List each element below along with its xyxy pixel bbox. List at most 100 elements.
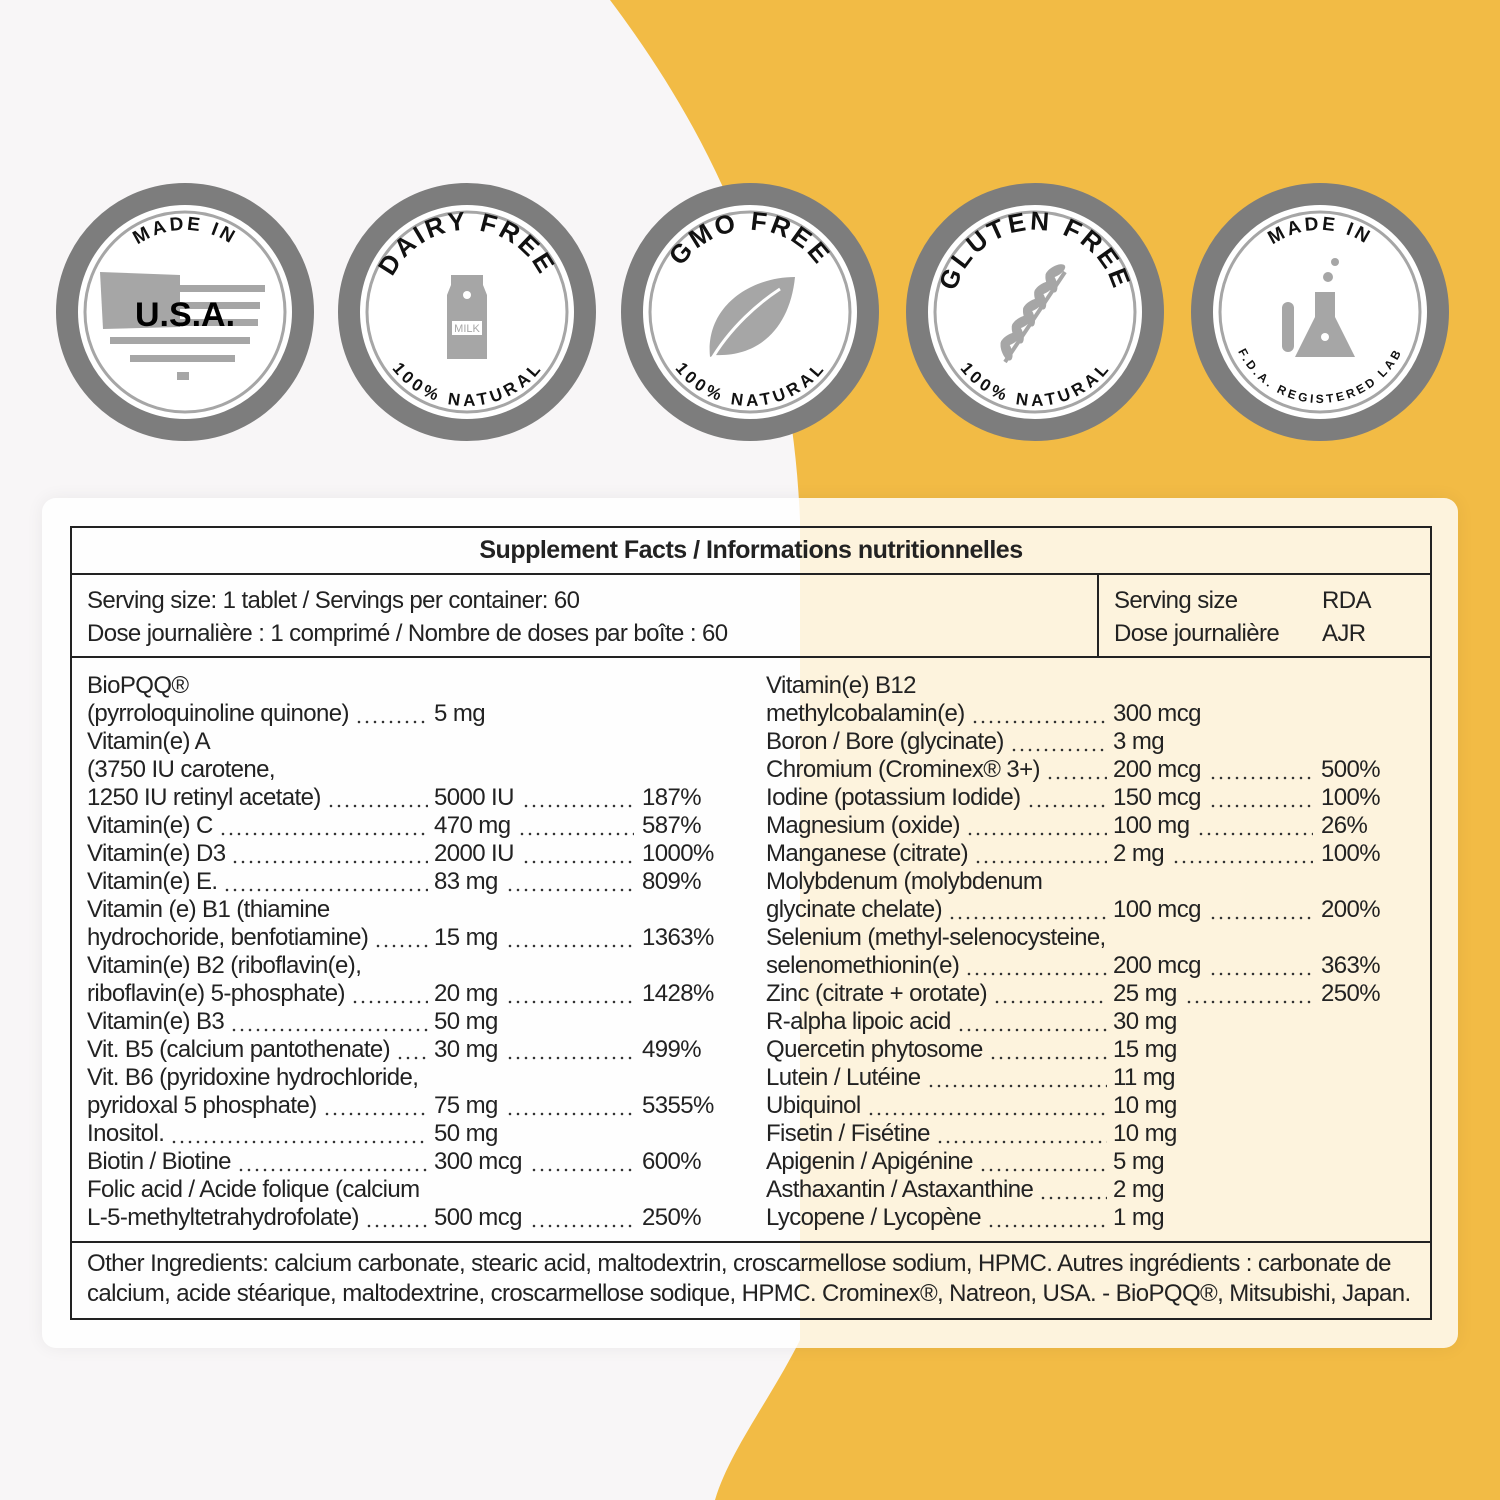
ingredient-row: Vit. B5 (calcium pantothenate) 30 mg 499%	[87, 1036, 751, 1064]
other-ingredients-line: Other Ingredients: calcium carbonate, st…	[87, 1250, 1391, 1277]
rda-percent: 1363%	[642, 924, 714, 951]
badge-wheat: GLUTEN FREE 100% NATURAL	[906, 183, 1164, 441]
col-rda-fr: AJR	[1322, 620, 1366, 647]
ingredient-name: Asthaxantin / Astaxanthine	[766, 1176, 1034, 1203]
dot-leader	[351, 980, 428, 1008]
ingredient-name: Magnesium (oxide)	[766, 812, 960, 839]
ingredient-amount: 300 mcg	[1113, 700, 1201, 727]
ingredient-row: Iodine (potassium Iodide) 150 mcg 100%	[766, 784, 1430, 812]
ingredient-name: hydrochoride, benfotiamine)	[87, 924, 369, 951]
dot-leader	[1039, 1176, 1107, 1204]
other-ingredients: Other Ingredients: calcium carbonate, st…	[72, 1243, 1430, 1309]
ingredient-amount: 2000 IU	[434, 840, 514, 867]
ingredient-row: hydrochoride, benfotiamine) 15 mg 1363%	[87, 924, 751, 952]
dot-leader	[522, 840, 634, 868]
dot-leader	[530, 1204, 634, 1232]
ingredient-amount: 2 mg	[1113, 1176, 1165, 1203]
ingredient-row: Quercetin phytosome 15 mg	[766, 1036, 1430, 1064]
dot-leader	[223, 868, 428, 896]
dot-leader	[1046, 756, 1107, 784]
ingredient-name: Molybdenum (molybdenum	[766, 868, 1043, 895]
dot-leader	[530, 1148, 634, 1176]
ingredient-name: Vitamin(e) B2 (riboflavin(e),	[87, 952, 362, 979]
ingredient-row: L-5-methyltetrahydrofolate) 500 mcg 250%	[87, 1204, 751, 1232]
dot-leader	[1209, 952, 1313, 980]
leaf-icon	[708, 277, 795, 363]
dot-leader	[1172, 840, 1313, 868]
rda-percent: 200%	[1321, 896, 1381, 923]
ingredients-right-column: Vitamin(e) B12 methylcobalamin(e) 300 mcg B…	[751, 672, 1430, 1241]
dot-leader	[230, 1008, 428, 1036]
dot-leader	[1010, 728, 1107, 756]
ingredient-name: selenomethionin(e)	[766, 952, 960, 979]
ingredient-name: methylcobalamin(e)	[766, 700, 965, 727]
ingredient-name: Vitamin(e) E.	[87, 868, 218, 895]
dot-leader	[522, 784, 634, 812]
ingredient-amount: 100 mcg	[1113, 896, 1201, 923]
ingredient-name: Vitamin(e) B3	[87, 1008, 225, 1035]
ingredient-amount: 11 mg	[1113, 1064, 1176, 1091]
ingredient-amount: 1 mg	[1113, 1204, 1165, 1231]
ingredient-name: Folic acid / Acide folique (calcium	[87, 1176, 420, 1203]
dot-leader	[506, 980, 634, 1008]
dot-leader	[966, 812, 1107, 840]
ingredient-name: (pyrroloquinoline quinone)	[87, 700, 350, 727]
rda-percent: 250%	[642, 1204, 702, 1231]
ingredient-row: Vit. B6 (pyridoxine hydrochloride,	[87, 1064, 751, 1092]
dot-leader	[993, 980, 1107, 1008]
ingredient-name: Lycopene / Lycopène	[766, 1204, 982, 1231]
dot-leader	[323, 1092, 428, 1120]
ingredient-name: Manganese (citrate)	[766, 840, 969, 867]
rda-percent: 587%	[642, 812, 702, 839]
dot-leader	[979, 1148, 1107, 1176]
rda-percent: 187%	[642, 784, 702, 811]
rda-percent: 500%	[1321, 756, 1381, 783]
ingredient-name: Zinc (citrate + orotate)	[766, 980, 988, 1007]
rda-percent: 1000%	[642, 840, 714, 867]
ingredient-row: pyridoxal 5 phosphate) 75 mg 5355%	[87, 1092, 751, 1120]
ingredient-row: Vitamin(e) B3 50 mg	[87, 1008, 751, 1036]
serving-line-fr: Dose journalière : 1 comprimé / Nombre d…	[87, 620, 728, 647]
badge-center-text: U.S.A.	[135, 296, 235, 334]
badge-leaf: GMO FREE 100% NATURAL	[621, 183, 879, 441]
dot-leader	[965, 952, 1107, 980]
ingredient-row: Vitamin(e) C 470 mg 587%	[87, 812, 751, 840]
ingredient-name: (3750 IU carotene,	[87, 756, 276, 783]
dot-leader	[170, 1120, 428, 1148]
ingredient-row: glycinate chelate) 100 mcg 200%	[766, 896, 1430, 924]
ingredient-name: Lutein / Lutéine	[766, 1064, 921, 1091]
ingredient-row: R-alpha lipoic acid 30 mg	[766, 1008, 1430, 1036]
ingredient-name: pyridoxal 5 phosphate)	[87, 1092, 317, 1119]
dot-leader	[927, 1064, 1107, 1092]
ingredient-name: Ubiquinol	[766, 1092, 861, 1119]
dot-leader	[237, 1148, 428, 1176]
ingredient-name: BioPQQ®	[87, 672, 189, 699]
ingredient-name: Chromium (Crominex® 3+)	[766, 756, 1041, 783]
ingredient-name: Vitamin(e) C	[87, 812, 213, 839]
ingredient-row: (pyrroloquinoline quinone) 5 mg	[87, 700, 751, 728]
ingredient-amount: 30 mg	[434, 1036, 498, 1063]
col-serving-en: Serving size	[1114, 587, 1238, 614]
ingredient-amount: 5 mg	[434, 700, 486, 727]
ingredient-name: Vit. B5 (calcium pantothenate)	[87, 1036, 391, 1063]
ingredient-amount: 50 mg	[434, 1008, 498, 1035]
dot-leader	[506, 1092, 634, 1120]
ingredient-name: Selenium (methyl-selenocysteine,	[766, 924, 1106, 951]
ingredient-row: Vitamin(e) D3 2000 IU 1000%	[87, 840, 751, 868]
rda-percent: 5355%	[642, 1092, 714, 1119]
dot-leader	[518, 812, 634, 840]
wheat-icon	[1000, 264, 1067, 364]
dot-leader	[231, 840, 428, 868]
dot-leader	[971, 700, 1107, 728]
ingredient-amount: 150 mcg	[1113, 784, 1201, 811]
ingredient-amount: 200 mcg	[1113, 952, 1201, 979]
ingredient-amount: 25 mg	[1113, 980, 1177, 1007]
ingredient-row: Vitamin(e) E. 83 mg 809%	[87, 868, 751, 896]
supplement-facts-table: Supplement Facts / Informations nutritio…	[70, 526, 1432, 1320]
ingredient-row: riboflavin(e) 5-phosphate) 20 mg 1428%	[87, 980, 751, 1008]
rda-percent: 1428%	[642, 980, 714, 1007]
dot-leader	[1197, 812, 1313, 840]
rda-percent: 100%	[1321, 840, 1381, 867]
ingredient-row: Boron / Bore (glycinate) 3 mg	[766, 728, 1430, 756]
